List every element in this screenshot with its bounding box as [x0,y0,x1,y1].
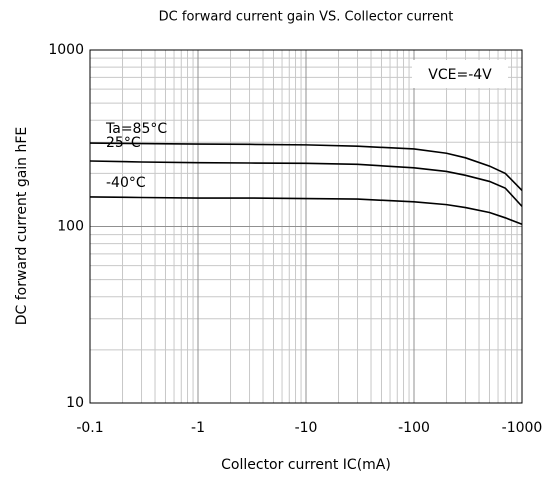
y-tick-label: 100 [57,219,84,235]
annotation-box [412,60,508,88]
plot [89,142,523,225]
series-label: 25°C [106,135,141,151]
chart-title: DC forward current gain VS. Collector cu… [159,10,454,25]
y-axis-label: DC forward current gain hFE [14,127,30,326]
x-tick-label: -1000 [502,420,543,436]
grid [89,49,523,404]
line-series [89,196,523,225]
plot-frame [89,49,523,404]
y-tick-label: 10 [66,395,84,411]
line-series [89,142,523,192]
series-label: Ta=85°C [105,121,167,137]
x-axis-label: Collector current IC(mA) [221,457,391,473]
line-series [89,160,523,207]
annotation: VCE=-4V [428,67,492,83]
series-label: -40°C [106,175,146,191]
x-tick-label: -1 [191,420,205,436]
x-tick-label: -10 [295,420,318,436]
y-tick-label: 1000 [48,42,84,58]
x-tick-label: -100 [398,420,430,436]
x-tick-label: -0.1 [76,420,103,436]
